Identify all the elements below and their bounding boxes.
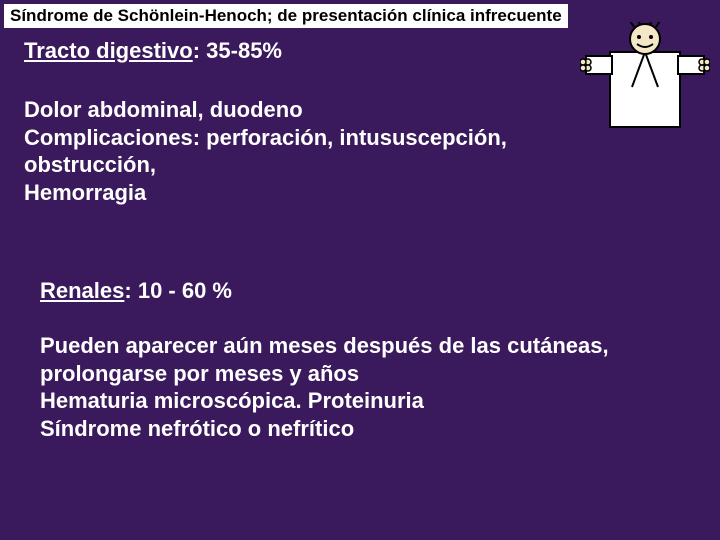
renal-body: Pueden aparecer aún meses después de las…	[40, 332, 696, 442]
digestive-heading: Tracto digestivo: 35-85%	[24, 38, 282, 64]
cartoon-doctor-icon	[580, 22, 710, 132]
renal-line-2: Hematuria microscópica. Proteinuria	[40, 387, 696, 415]
renal-heading-rest: : 10 - 60 %	[124, 278, 232, 303]
renal-heading: Renales: 10 - 60 %	[40, 278, 232, 304]
digestive-heading-underlined: Tracto digestivo	[24, 38, 193, 63]
digestive-line-1: Dolor abdominal, duodeno	[24, 96, 580, 124]
renal-line-1: Pueden aparecer aún meses después de las…	[40, 332, 696, 387]
digestive-heading-rest: : 35-85%	[193, 38, 282, 63]
renal-line-3: Síndrome nefrótico o nefrítico	[40, 415, 696, 443]
renal-heading-underlined: Renales	[40, 278, 124, 303]
digestive-body: Dolor abdominal, duodeno Complicaciones:…	[24, 96, 580, 206]
slide-title: Síndrome de Schönlein-Henoch; de present…	[4, 4, 568, 28]
digestive-line-3: Hemorragia	[24, 179, 580, 207]
digestive-line-2: Complicaciones: perforación, intususcepc…	[24, 124, 580, 179]
